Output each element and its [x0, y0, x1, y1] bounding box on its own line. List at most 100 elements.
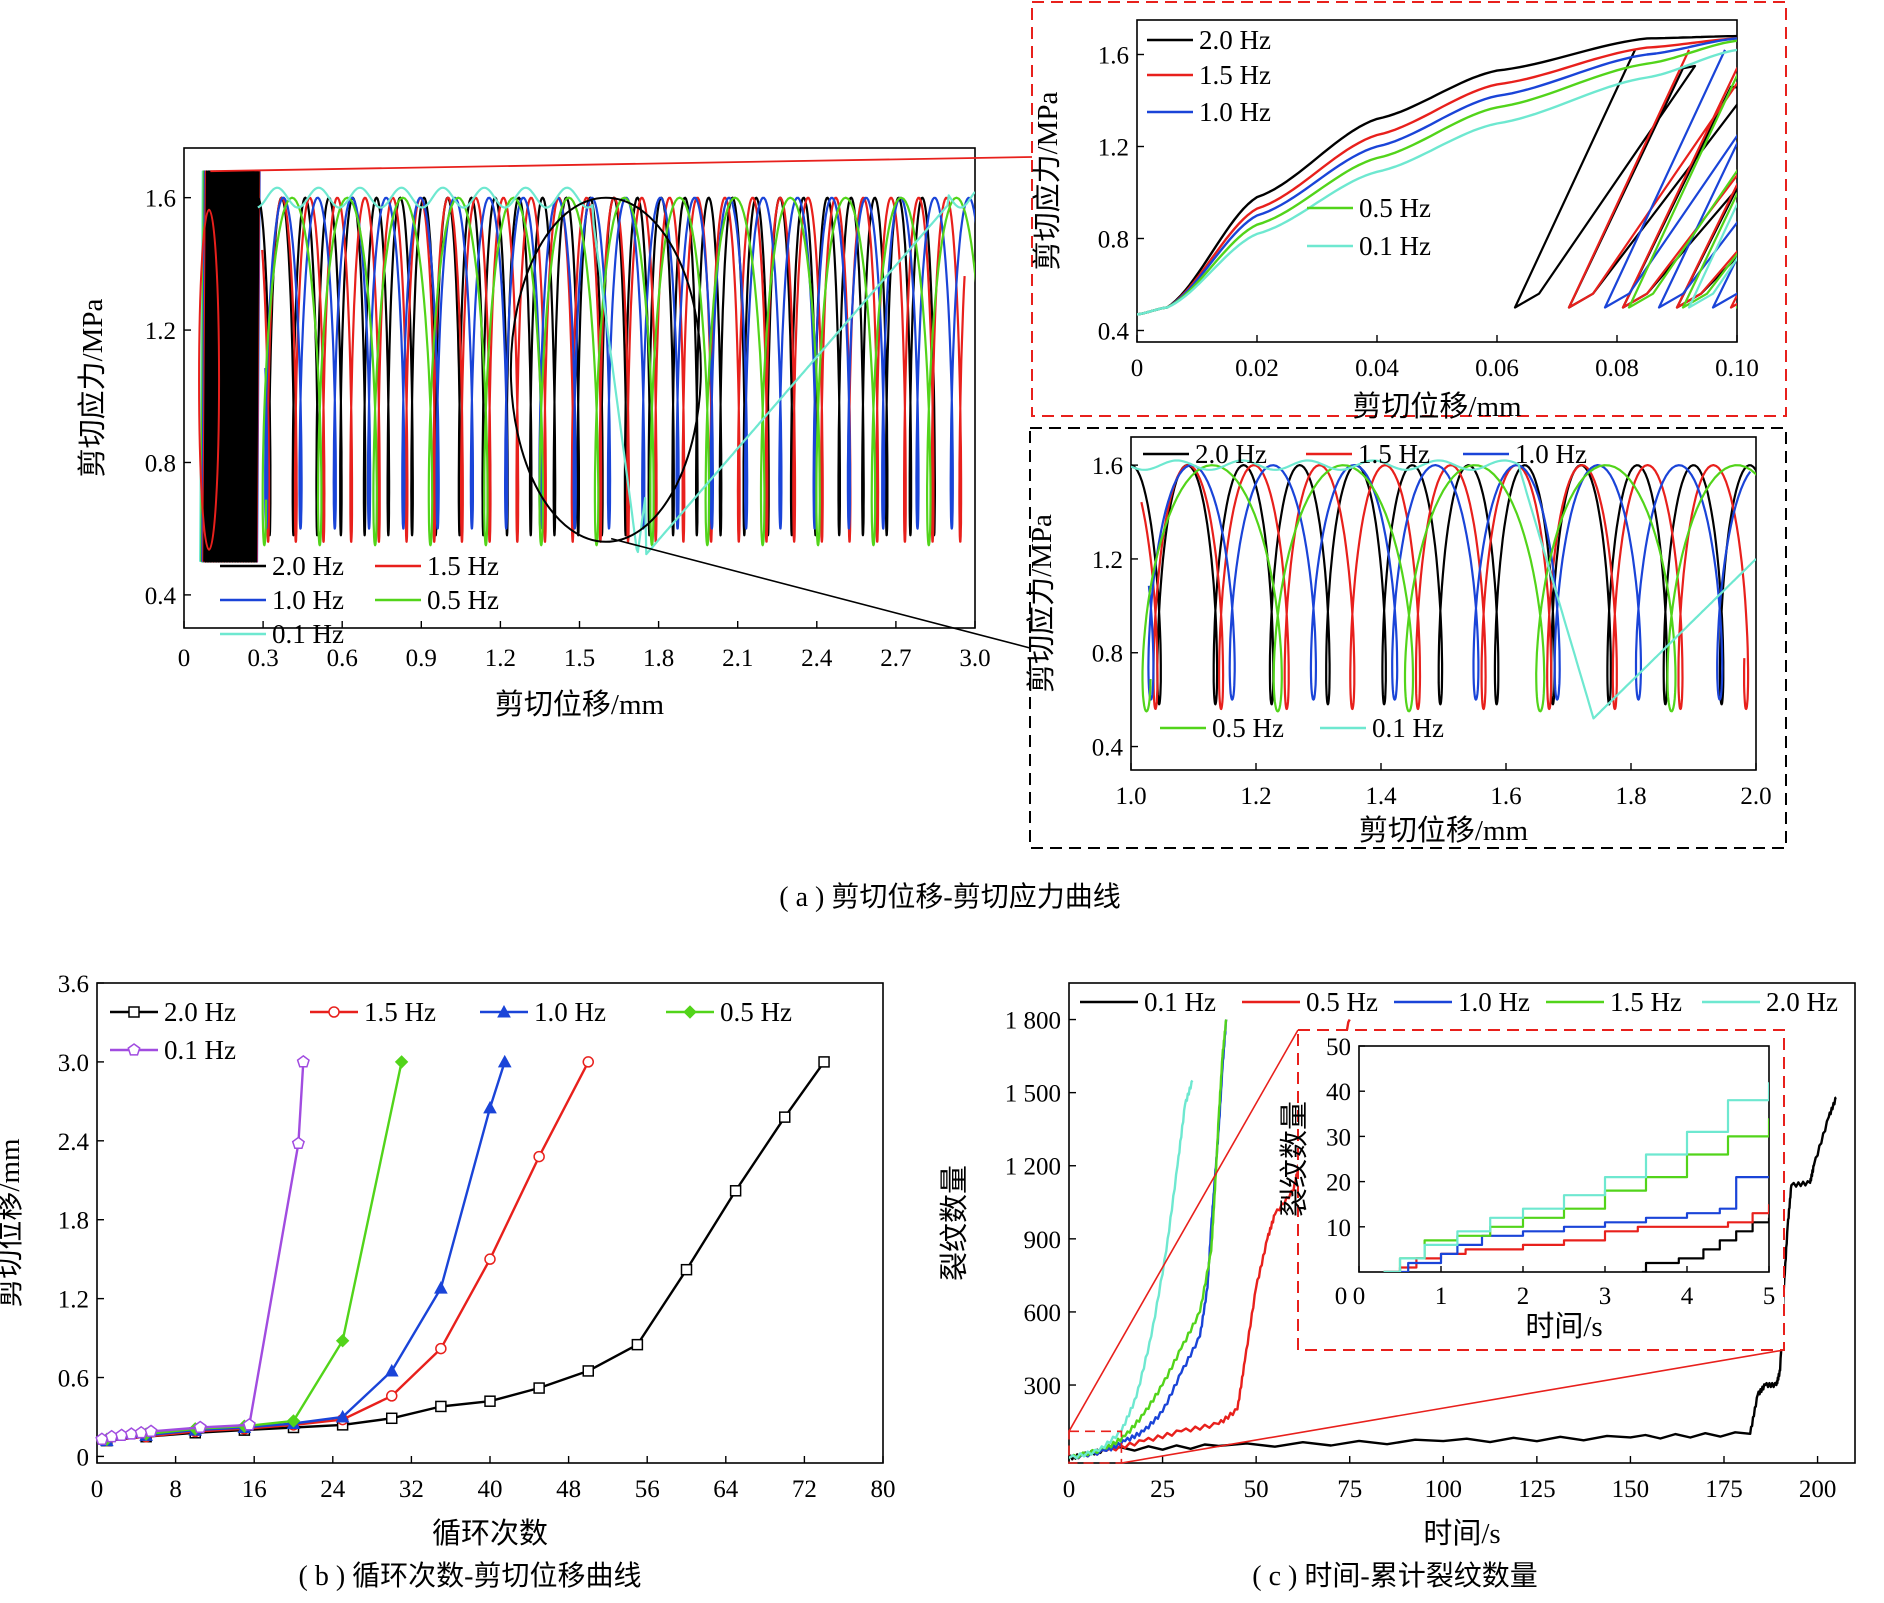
b-point-f20-11 — [631, 1338, 644, 1351]
a_inset1-xtick-label-3: 0.06 — [1475, 355, 1519, 382]
c-connector-top — [1068, 1029, 1299, 1432]
a-zoom-ellipse-mid — [509, 196, 702, 543]
a_inset2-ytick-label-3: 1.6 — [1092, 453, 1123, 480]
c_main-xtick-label-2: 50 — [1244, 1476, 1269, 1503]
a_inset1-ytick-label-2: 1.2 — [1098, 135, 1129, 162]
caption-b: ( b ) 循环次数-剪切位移曲线 — [299, 1560, 642, 1592]
b-ytick-label-3: 1.8 — [58, 1208, 89, 1235]
caption-c: ( c ) 时间-累计裂纹数量 — [1252, 1560, 1537, 1592]
a-inset2-legend-f15-label: 1.5 Hz — [1358, 439, 1430, 469]
b-legend: 2.0 Hz 1.5 Hz 1.0 Hz 0.5 Hz 0.1 Hz — [110, 997, 792, 1065]
c-zoom-rect — [1068, 1430, 1123, 1464]
a-main-legend-f20-label: 2.0 Hz — [272, 551, 344, 581]
b-point-f05-5 — [335, 1333, 350, 1348]
b-legend-b01-swatch-marker — [127, 1043, 141, 1056]
a_main-xtick-label-9: 2.7 — [880, 645, 911, 672]
b-legend-f20-label: 2.0 Hz — [164, 997, 236, 1027]
b-xtick-label-5: 40 — [478, 1476, 503, 1503]
a_main-xtick-label-2: 0.6 — [327, 645, 358, 672]
c-inset-series-f15 — [1383, 1204, 1769, 1272]
c_main-xtick-label-8: 200 — [1799, 1476, 1837, 1503]
a_inset2-xtick-label-4: 1.8 — [1615, 783, 1646, 810]
a-inset1-dashed-frame — [1031, 1, 1787, 417]
a_main-xtick-label-1: 0.3 — [247, 645, 278, 672]
b-legend-b01-label: 0.1 Hz — [164, 1035, 236, 1065]
a_main-xtick-label-4: 1.2 — [485, 645, 516, 672]
a_inset2-xlabel: 剪切位移/mm — [1359, 814, 1529, 847]
a-inset2-legend-f20-label: 2.0 Hz — [1195, 439, 1267, 469]
b-point-b01-9 — [296, 1054, 310, 1068]
b-point-f15-10 — [582, 1056, 594, 1068]
a-main-series-f05 — [261, 196, 975, 547]
panel-b: 0 8 16 24 32 40 48 56 64 72 80 0 0.6 1.2 1.8 2.4 3.0 3.6 循… — [0, 971, 896, 1550]
c-main-series-f01 — [1069, 1079, 1194, 1460]
c_main-xlabel: 时间/s — [1423, 1517, 1500, 1550]
c-main-legend-f05-label: 1.5 Hz — [1610, 987, 1682, 1017]
c_inset-xtick-label-4: 4 — [1681, 1283, 1694, 1310]
c_main-xtick-label-4: 100 — [1425, 1476, 1463, 1503]
b-point-f15-6 — [386, 1390, 398, 1402]
a-main-legend-f01-label: 0.1 Hz — [272, 619, 344, 649]
b-point-f20-6 — [386, 1412, 398, 1425]
a_inset1-ytick-label-1: 0.8 — [1098, 227, 1129, 254]
a_inset1-ylabel: 剪切应力/MPa — [1031, 91, 1064, 270]
b-point-f20-14 — [779, 1111, 791, 1123]
c_inset-ytick-label-0: 10 — [1326, 1215, 1351, 1242]
c_main-xtick-label-7: 175 — [1705, 1476, 1743, 1503]
b-point-f10-7 — [434, 1281, 448, 1294]
c-inset-series-f20 — [1641, 1217, 1769, 1272]
c_inset-ylabel: 裂纹数量 — [1278, 1101, 1311, 1217]
a-inset1-loops-f20 — [1513, 49, 1737, 309]
c_main-xtick-label-5: 125 — [1518, 1476, 1556, 1503]
a_inset2-xtick-label-1: 1.2 — [1240, 783, 1271, 810]
a_main-xtick-label-8: 2.4 — [801, 645, 833, 672]
b-xtick-label-6: 48 — [556, 1476, 581, 1503]
a_inset2-xtick-label-0: 1.0 — [1115, 783, 1146, 810]
b-point-f20-12 — [680, 1263, 693, 1276]
c_inset-plot-frame — [1358, 1045, 1770, 1273]
b-series-f10 — [106, 1061, 506, 1442]
a-inset1-legend-f20-label: 2.0 Hz — [1199, 25, 1271, 55]
a-connector-top — [210, 156, 1033, 173]
a-main-series-f01 — [257, 186, 975, 556]
a_inset2-xtick-label-5: 2.0 — [1740, 783, 1771, 810]
a_inset1-ytick-label-0: 0.4 — [1098, 319, 1130, 346]
b-xtick-label-8: 64 — [713, 1476, 739, 1503]
c-main-series-f20 — [1069, 1096, 1837, 1461]
a_inset2-ylabel: 剪切应力/MPa — [1025, 514, 1058, 693]
a-inset1-loops-f05 — [1627, 73, 1737, 309]
b-legend-f10-swatch-marker — [497, 1004, 511, 1018]
a-inset1-legend-f01-label: 0.1 Hz — [1359, 231, 1431, 261]
panel-a: 0 0.3 0.6 0.9 1.2 1.5 1.8 2.1 2.4 2.7 3.0 0.4 0.8 1.2… — [76, 1, 1787, 849]
b-xtick-label-10: 80 — [871, 1476, 896, 1503]
b-ytick-label-1: 0.6 — [58, 1366, 89, 1393]
a-inset2-legend: 2.0 Hz 1.5 Hz 1.0 Hz 0.5 Hz 0.1 Hz — [1143, 439, 1587, 743]
b-point-f10-8 — [483, 1100, 497, 1114]
a_inset1-xtick-label-0: 0 — [1131, 355, 1144, 382]
a_main-xlabel: 剪切位移/mm — [495, 688, 665, 721]
b-point-f20-8 — [484, 1395, 496, 1407]
a_inset1-xtick-label-5: 0.10 — [1715, 355, 1759, 382]
a-inset2-legend-f10-label: 1.0 Hz — [1515, 439, 1587, 469]
c_inset-xtick-label-2: 2 — [1517, 1283, 1530, 1310]
b-point-f20-15 — [818, 1056, 830, 1068]
b-point-f15-8 — [484, 1253, 496, 1265]
c_inset-ytick-label-2: 30 — [1326, 1124, 1351, 1151]
b-ylabel: 剪切位移/mm — [0, 1138, 26, 1308]
b-point-f20-9 — [533, 1382, 545, 1394]
c-main-legend-f20-label: 0.1 Hz — [1144, 987, 1216, 1017]
b-ytick-label-2: 1.2 — [58, 1287, 89, 1314]
b-xtick-label-7: 56 — [635, 1476, 660, 1503]
a_inset2-xtick-label-2: 1.4 — [1365, 783, 1397, 810]
c_main-plot-frame — [1068, 982, 1856, 1464]
a_inset2-xtick-label-3: 1.6 — [1490, 783, 1521, 810]
b-point-f20-7 — [435, 1400, 447, 1413]
b-point-f15-9 — [533, 1150, 545, 1163]
c_main-ytick-label-4: 1 500 — [1005, 1081, 1061, 1108]
c_main-ylabel: 裂纹数量 — [938, 1165, 971, 1281]
b-point-f10-5 — [335, 1409, 350, 1423]
c-main-legend-f10-label: 1.0 Hz — [1458, 987, 1530, 1017]
a_inset1-xtick-label-1: 0.02 — [1235, 355, 1279, 382]
a-inset2-series-f10 — [1147, 464, 1752, 701]
